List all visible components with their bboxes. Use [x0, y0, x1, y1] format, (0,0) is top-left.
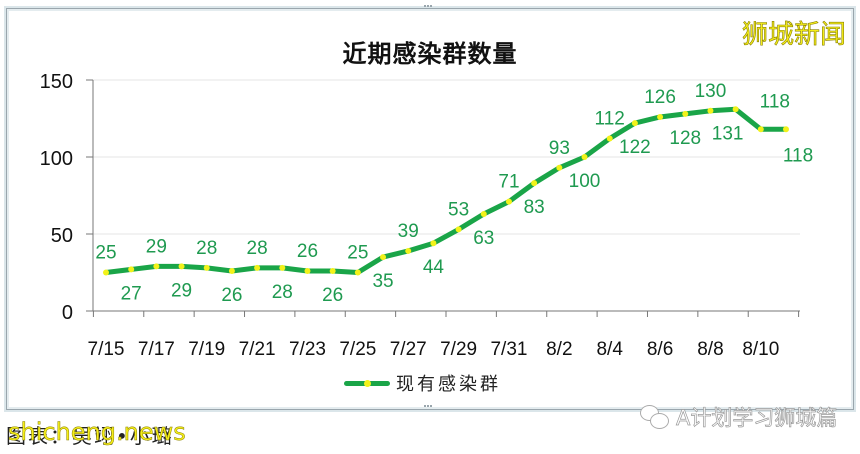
x-tick-label: 8/10: [742, 339, 779, 360]
chart-frame: [6, 8, 854, 410]
watermark-bottom-left: shicheng.news: [8, 418, 186, 447]
chart-title: 近期感染群数量: [342, 40, 518, 68]
data-point: [329, 267, 336, 274]
data-point: [581, 154, 588, 160]
data-point: [707, 107, 714, 114]
x-tick-label: 7/29: [440, 339, 477, 360]
data-point: [783, 126, 789, 133]
data-point: [455, 226, 462, 233]
axes: [86, 79, 800, 317]
data-label: 25: [95, 243, 116, 264]
data-label: 83: [524, 197, 545, 218]
y-axis-labels: 0 50 100 150: [40, 71, 73, 324]
data-label: 39: [398, 221, 419, 242]
data-label: 122: [619, 137, 651, 158]
legend: 现有感染群: [344, 370, 501, 396]
data-point: [505, 198, 512, 205]
data-point: [757, 126, 764, 133]
watermark-bottom-right-text: A计划学习狮城篇: [676, 406, 838, 431]
data-point: [480, 210, 487, 217]
data-point: [178, 263, 185, 270]
data-label: 26: [322, 285, 343, 306]
data-label: 29: [171, 280, 192, 301]
data-point: [606, 135, 613, 142]
data-point: [732, 106, 739, 113]
data-point: [103, 269, 109, 276]
x-tick-label: 7/31: [490, 339, 527, 360]
data-label: 28: [196, 238, 217, 259]
series-line: [105, 106, 786, 275]
data-point: [531, 180, 538, 187]
data-label: 28: [272, 282, 293, 303]
data-point: [228, 267, 235, 274]
data-label: 93: [549, 138, 570, 159]
chart-caption: 图表：吴翊•小璐: [6, 424, 174, 448]
data-point: [153, 263, 160, 270]
x-tick-label: 7/17: [138, 339, 175, 360]
x-tick-label: 7/25: [339, 339, 376, 360]
data-label: 128: [669, 128, 701, 149]
data-point: [556, 164, 563, 171]
data-point: [430, 240, 437, 247]
x-tick-label: 8/6: [647, 339, 673, 360]
x-axis-labels: 7/15 7/17 7/19 7/21 7/23 7/25 7/27 7/29 7/31 8/2 8…: [88, 339, 780, 360]
x-tick-label: 7/21: [239, 339, 276, 360]
data-label: 118: [783, 145, 813, 166]
data-label: 26: [297, 241, 318, 262]
wechat-icon: [640, 405, 670, 429]
x-tick-label: 7/23: [289, 339, 326, 360]
data-label: 118: [760, 91, 790, 112]
data-point: [405, 247, 412, 254]
data-label: 27: [121, 283, 142, 304]
data-point: [128, 266, 135, 273]
legend-line-swatch: [344, 379, 390, 387]
resize-handle-bottom[interactable]: [424, 405, 432, 411]
data-point: [304, 267, 311, 274]
data-label: 71: [498, 172, 519, 193]
data-label: 28: [247, 238, 268, 259]
x-tick-label: 7/19: [188, 339, 225, 360]
data-label: 112: [595, 109, 625, 130]
data-label: 100: [569, 171, 601, 192]
data-label: 53: [448, 199, 469, 220]
y-tick-label: 50: [51, 225, 73, 247]
data-point: [380, 254, 387, 261]
data-label: 35: [372, 271, 393, 292]
data-label: 44: [423, 257, 445, 278]
data-label: 130: [695, 81, 727, 102]
data-label: 26: [221, 285, 242, 306]
data-point: [657, 113, 664, 120]
data-point: [254, 264, 261, 271]
data-label: 29: [146, 236, 167, 257]
x-tick-label: 8/8: [697, 339, 723, 360]
x-tick-label: 7/15: [88, 339, 125, 360]
data-point: [279, 264, 286, 271]
data-point: [354, 269, 361, 276]
y-tick-label: 150: [40, 71, 73, 93]
data-labels: 2527292928262828262625353944536371839310…: [95, 81, 813, 306]
x-tick-label: 8/2: [546, 339, 572, 360]
legend-label: 现有感染群: [396, 374, 501, 395]
y-tick-label: 0: [62, 302, 73, 324]
data-point: [631, 120, 638, 127]
data-label: 63: [473, 228, 494, 249]
watermark-top: 狮城新闻: [741, 20, 847, 51]
x-tick-label: 7/27: [390, 339, 427, 360]
data-point: [203, 264, 210, 271]
data-label: 126: [644, 87, 676, 108]
data-label: 25: [347, 243, 368, 264]
data-point: [682, 110, 689, 117]
resize-handle-top[interactable]: [424, 5, 432, 11]
gridlines: [93, 79, 800, 235]
x-tick-label: 8/4: [596, 339, 623, 360]
series-markers: [103, 106, 789, 276]
y-tick-label: 100: [40, 148, 73, 170]
watermark-bottom-right: A计划学习狮城篇: [640, 402, 838, 432]
data-label: 131: [712, 123, 744, 144]
